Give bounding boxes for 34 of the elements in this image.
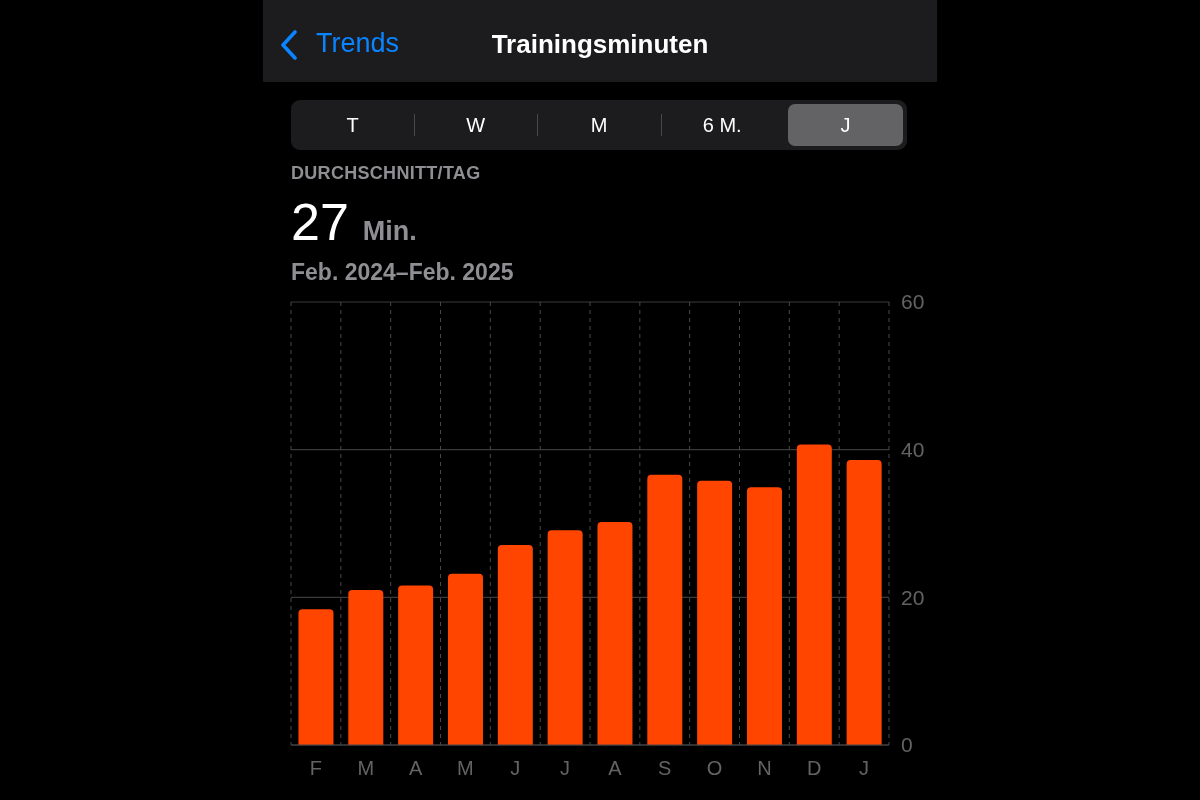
text: 27 Min. <box>291 193 417 251</box>
bar <box>348 589 384 745</box>
bar <box>746 487 782 745</box>
chart-title: Trainingsminuten <box>491 29 709 59</box>
bar <box>398 585 434 745</box>
bar <box>547 530 583 745</box>
bar <box>846 460 882 745</box>
y-tick-label: 0 <box>901 733 913 757</box>
x-tick-label: F <box>309 757 323 780</box>
x-tick-label: A <box>608 757 623 780</box>
text: Feb. 2024–Feb. 2025 <box>291 259 514 285</box>
bar <box>447 573 483 745</box>
text: Trends <box>316 28 400 58</box>
segmented-control: T W M 6 M. J <box>291 100 907 150</box>
bar <box>647 474 683 745</box>
x-tick-label: D <box>807 757 822 780</box>
y-tick-label: 60 <box>901 290 925 314</box>
x-tick-label: N <box>757 757 772 780</box>
x-tick-label: S <box>658 757 672 780</box>
bar <box>597 522 633 745</box>
bar <box>298 609 334 745</box>
x-tick-label: M <box>357 757 375 780</box>
y-tick-label: 40 <box>901 438 925 462</box>
bar <box>497 544 533 745</box>
y-tick-label: 20 <box>901 585 925 609</box>
text: DURCHSCHNITT/TAG <box>291 163 481 183</box>
x-tick-label: J <box>560 757 571 780</box>
x-tick-label: J <box>510 757 521 780</box>
x-tick-label: M <box>457 757 474 780</box>
bar <box>697 480 733 745</box>
x-tick-label: J <box>859 757 870 780</box>
x-tick-label: O <box>706 757 723 780</box>
x-tick-label: A <box>408 757 423 780</box>
bar <box>796 444 832 745</box>
